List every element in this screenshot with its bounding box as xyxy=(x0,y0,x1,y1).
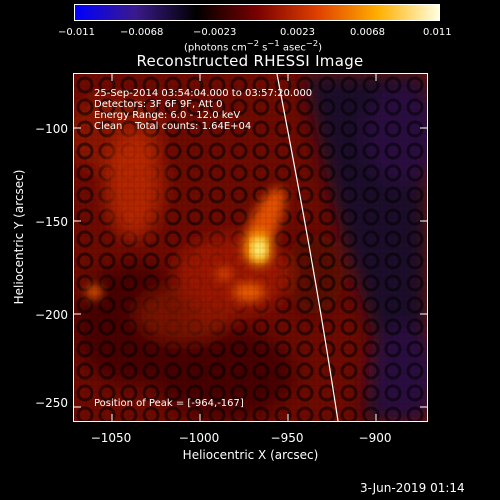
colorbar xyxy=(74,4,440,21)
rhessi-image-plot: 25-Sep-2014 03:54:04.000 to 03:57:20.000… xyxy=(73,73,428,422)
y-tick-label: −150 xyxy=(35,215,68,229)
x-tick-label: −900 xyxy=(358,431,392,445)
colorbar-tick: −0.011 xyxy=(58,27,96,38)
colorbar-tick: 0.0068 xyxy=(350,27,385,38)
info-detectors: Detectors: 3F 6F 9F, Att 0 xyxy=(94,99,223,110)
colorbar-tick: 0.011 xyxy=(423,27,452,38)
x-tick-label: −1000 xyxy=(178,431,220,445)
colorbar-units: (photons cm−2 s−1 asec−2) xyxy=(184,38,323,54)
y-tick-label: −200 xyxy=(35,308,68,322)
timestamp-footer: 3-Jun-2019 01:14 xyxy=(360,481,465,495)
x-tick-label: −950 xyxy=(270,431,304,445)
info-time-range: 25-Sep-2014 03:54:04.000 to 03:57:20.000 xyxy=(94,88,313,99)
info-clean-counts: Clean Total counts: 1.64E+04 xyxy=(94,121,252,132)
info-peak-position: Position of Peak = [-964,-167] xyxy=(94,398,244,409)
y-axis-label: Heliocentric Y (arcsec) xyxy=(12,169,26,305)
y-tick-label: −100 xyxy=(35,122,68,136)
image-title: Reconstructed RHESSI Image xyxy=(136,52,364,70)
info-energy-range: Energy Range: 6.0 - 12.0 keV xyxy=(94,110,241,121)
x-axis-label: Heliocentric X (arcsec) xyxy=(182,448,319,462)
x-tick-label: −1050 xyxy=(90,431,132,445)
colorbar-tick: −0.0068 xyxy=(120,27,164,38)
y-tick-label: −250 xyxy=(35,396,68,410)
colorbar-tick: −0.0023 xyxy=(193,27,237,38)
rhessi-image xyxy=(74,74,427,421)
colorbar-tick: 0.0023 xyxy=(280,27,315,38)
pixel-grid xyxy=(74,74,427,421)
solar-limb-line xyxy=(276,74,339,421)
